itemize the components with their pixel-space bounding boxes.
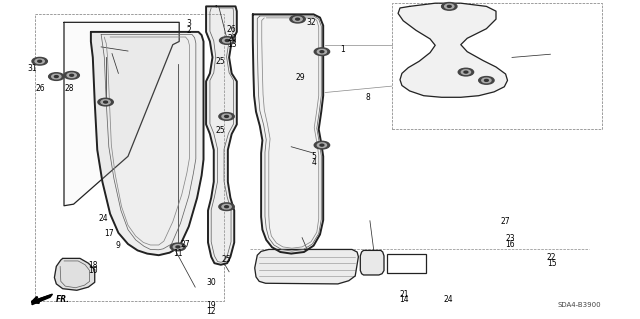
Text: 31: 31 <box>27 64 37 73</box>
Circle shape <box>104 101 108 103</box>
Circle shape <box>101 100 110 104</box>
Text: 20: 20 <box>227 34 237 43</box>
Circle shape <box>314 48 330 56</box>
Circle shape <box>225 115 228 117</box>
Circle shape <box>49 73 64 80</box>
Text: 25: 25 <box>216 57 226 66</box>
Text: FR.: FR. <box>56 295 70 304</box>
Circle shape <box>225 206 228 208</box>
Text: 2: 2 <box>186 26 191 35</box>
Circle shape <box>320 51 324 53</box>
Circle shape <box>225 40 229 41</box>
Circle shape <box>320 144 324 146</box>
Text: 16: 16 <box>505 240 515 249</box>
Circle shape <box>220 37 235 44</box>
Circle shape <box>293 17 302 21</box>
Circle shape <box>173 245 182 249</box>
Text: 3: 3 <box>186 19 191 28</box>
Text: 19: 19 <box>206 301 216 310</box>
Text: 11: 11 <box>173 249 182 258</box>
Text: 9: 9 <box>116 241 121 250</box>
Text: 25: 25 <box>216 126 226 135</box>
Polygon shape <box>253 14 323 254</box>
Text: 4: 4 <box>311 158 316 167</box>
Circle shape <box>317 49 326 54</box>
Bar <box>387 254 426 273</box>
Circle shape <box>38 60 42 62</box>
Text: 13: 13 <box>227 40 237 49</box>
Circle shape <box>222 204 231 209</box>
Text: 27: 27 <box>500 217 511 226</box>
Text: 26: 26 <box>226 25 236 34</box>
Circle shape <box>223 38 232 43</box>
Polygon shape <box>64 22 179 206</box>
Polygon shape <box>32 294 52 305</box>
Text: 14: 14 <box>399 295 410 304</box>
Text: 29: 29 <box>296 73 306 82</box>
Text: SDA4-B3900: SDA4-B3900 <box>558 302 602 308</box>
Circle shape <box>479 77 494 84</box>
Circle shape <box>32 57 47 65</box>
Text: 12: 12 <box>207 307 216 315</box>
Text: 5: 5 <box>311 152 316 161</box>
Circle shape <box>447 5 451 7</box>
Circle shape <box>98 98 113 106</box>
Bar <box>392 3 602 129</box>
Circle shape <box>461 70 470 74</box>
Text: 25: 25 <box>221 255 231 263</box>
Circle shape <box>219 113 234 120</box>
Text: 18: 18 <box>88 261 97 270</box>
Text: 10: 10 <box>88 266 98 275</box>
Circle shape <box>314 141 330 149</box>
Text: 27: 27 <box>180 241 191 249</box>
Circle shape <box>458 68 474 76</box>
Circle shape <box>484 79 488 81</box>
Text: 28: 28 <box>65 84 74 93</box>
Polygon shape <box>206 6 237 265</box>
Text: 1: 1 <box>340 45 345 54</box>
Circle shape <box>70 74 74 76</box>
Text: 26: 26 <box>35 84 45 93</box>
Bar <box>35 14 224 301</box>
Text: 24: 24 <box>99 214 109 223</box>
Text: 21: 21 <box>400 290 409 299</box>
Circle shape <box>170 243 186 251</box>
Text: 15: 15 <box>547 259 557 268</box>
Circle shape <box>290 15 305 23</box>
Polygon shape <box>398 3 508 97</box>
Circle shape <box>445 4 454 9</box>
Polygon shape <box>54 258 95 290</box>
Text: 24: 24 <box>443 295 453 304</box>
Circle shape <box>482 78 491 83</box>
Circle shape <box>176 246 180 248</box>
Polygon shape <box>360 250 384 275</box>
Polygon shape <box>255 249 358 284</box>
Circle shape <box>52 74 61 79</box>
Circle shape <box>222 114 231 119</box>
Circle shape <box>64 71 79 79</box>
Circle shape <box>219 203 234 211</box>
Circle shape <box>67 73 76 78</box>
Circle shape <box>464 71 468 73</box>
Circle shape <box>35 59 44 63</box>
Circle shape <box>54 76 58 78</box>
Text: 23: 23 <box>505 234 515 243</box>
Text: 32: 32 <box>307 18 317 27</box>
Text: 17: 17 <box>104 229 114 238</box>
Circle shape <box>442 3 457 10</box>
Text: 8: 8 <box>365 93 371 102</box>
Text: 30: 30 <box>206 278 216 287</box>
Polygon shape <box>91 32 204 255</box>
Circle shape <box>296 18 300 20</box>
Text: 22: 22 <box>547 253 556 262</box>
Circle shape <box>317 143 326 147</box>
